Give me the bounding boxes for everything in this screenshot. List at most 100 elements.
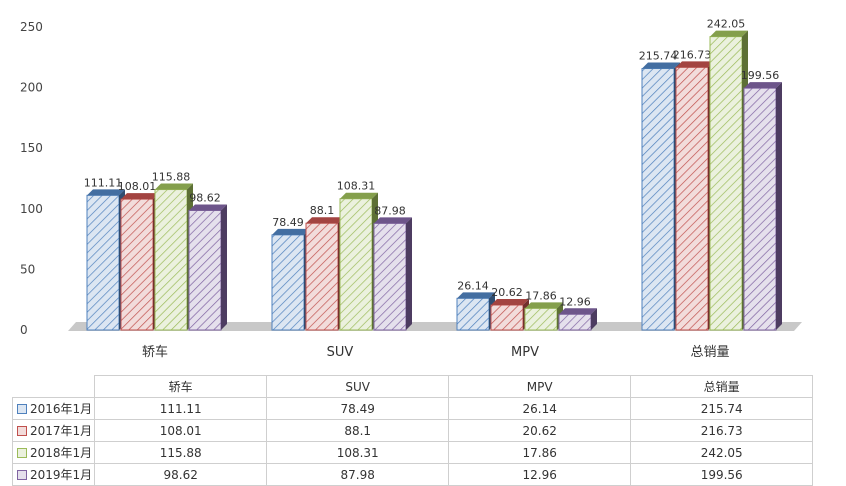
table-row: 2018年1月 115.88 108.31 17.86 242.05 <box>11 441 814 464</box>
data-label: 20.62 <box>491 286 523 299</box>
table-cell: 108.31 <box>266 441 450 464</box>
bar <box>524 302 563 331</box>
bar-top <box>87 189 125 196</box>
bar-side <box>776 82 782 331</box>
table-cell: 87.98 <box>266 463 450 486</box>
bar-front <box>490 304 524 331</box>
bar-front <box>305 222 339 331</box>
bar-front <box>154 189 188 331</box>
bar-top <box>525 302 563 309</box>
bar-top <box>189 204 227 211</box>
data-label: 216.73 <box>673 48 712 61</box>
data-label: 98.62 <box>189 191 221 204</box>
series-name: 2017年1月 <box>30 424 93 438</box>
bar <box>641 62 680 331</box>
series-name: 2018年1月 <box>30 446 93 460</box>
bar-top <box>306 217 344 224</box>
table-cell: 12.96 <box>448 463 632 486</box>
bar-top <box>457 292 495 299</box>
bar-top <box>491 299 529 306</box>
bar <box>154 183 193 331</box>
data-label: 215.74 <box>639 50 678 63</box>
data-label: 26.14 <box>457 279 489 292</box>
y-tick-label: 50 <box>20 262 35 276</box>
bar <box>86 189 125 331</box>
bar-side <box>221 204 227 330</box>
bar-top <box>642 62 680 69</box>
bar-side <box>591 308 597 330</box>
data-label: 115.88 <box>152 171 191 184</box>
bar-top <box>710 30 748 37</box>
data-label: 242.05 <box>707 18 746 31</box>
bar <box>558 308 597 331</box>
bar-front <box>456 297 490 331</box>
data-label: 108.01 <box>118 180 157 193</box>
data-label: 108.31 <box>337 180 376 193</box>
data-label: 87.98 <box>374 204 406 217</box>
bar-front <box>188 209 222 331</box>
table-header: 总销量 <box>630 375 814 398</box>
bar <box>271 228 310 331</box>
table-cell: 78.49 <box>266 397 450 420</box>
data-label: 111.11 <box>84 176 123 189</box>
x-tick-label: MPV <box>511 345 539 360</box>
bar-side <box>406 217 412 330</box>
bar-front <box>373 222 407 331</box>
y-tick-label: 150 <box>20 141 43 155</box>
y-tick-label: 0 <box>20 323 28 337</box>
data-label: 199.56 <box>741 69 780 82</box>
bar <box>490 299 529 331</box>
x-tick-label: SUV <box>327 345 354 360</box>
legend-swatch <box>17 447 27 458</box>
table-row: 2019年1月 98.62 87.98 12.96 199.56 <box>11 463 814 486</box>
bar-front <box>641 68 675 331</box>
table-cell: 17.86 <box>448 441 632 464</box>
bar <box>120 193 159 331</box>
table-row: 2016年1月 111.11 78.49 26.14 215.74 <box>11 397 814 420</box>
bar-front <box>743 87 777 331</box>
chart-floor <box>68 322 802 331</box>
data-label: 12.96 <box>559 295 591 308</box>
bar-front <box>675 66 709 331</box>
table-header: 轿车 <box>94 375 268 398</box>
table-cell: 88.1 <box>266 419 450 442</box>
x-tick-label: 总销量 <box>690 345 729 360</box>
bar <box>743 82 782 331</box>
table-header-row: 轿车 SUV MPV 总销量 <box>12 375 814 398</box>
bar-top <box>676 61 714 68</box>
bar <box>456 292 495 331</box>
series-name: 2016年1月 <box>30 402 93 416</box>
legend-swatch <box>17 469 27 480</box>
table-cell: 20.62 <box>448 419 632 442</box>
table-cell: 98.62 <box>94 463 268 486</box>
table-header: SUV <box>266 375 450 398</box>
table-corner <box>12 375 96 398</box>
bar <box>188 204 227 331</box>
bar <box>339 192 378 331</box>
table-cell: 199.56 <box>630 463 814 486</box>
table-cell: 242.05 <box>630 441 814 464</box>
bar <box>305 217 344 331</box>
bar-front <box>86 194 120 331</box>
table-cell: 115.88 <box>94 441 268 464</box>
legend-swatch <box>17 403 27 414</box>
table-cell: 111.11 <box>94 397 268 420</box>
legend-swatch <box>17 425 27 436</box>
data-label: 78.49 <box>272 216 304 229</box>
bar-front <box>709 36 743 331</box>
table-row: 2017年1月 108.01 88.1 20.62 216.73 <box>11 419 814 442</box>
y-tick-label: 200 <box>20 81 43 95</box>
bar-top <box>744 82 782 89</box>
data-table: 轿车 SUV MPV 总销量 2016年1月 111.11 78.49 26.1… <box>11 375 814 486</box>
table-row-header: 2019年1月 <box>11 463 96 486</box>
x-tick-label: 轿车 <box>142 344 168 360</box>
bar <box>675 61 714 331</box>
bar-top <box>155 183 193 190</box>
bar-front <box>524 307 558 331</box>
y-tick-label: 250 <box>20 20 43 34</box>
bar <box>373 217 412 331</box>
series-name: 2019年1月 <box>30 468 93 482</box>
data-label: 17.86 <box>525 289 557 302</box>
bar-top <box>559 308 597 315</box>
